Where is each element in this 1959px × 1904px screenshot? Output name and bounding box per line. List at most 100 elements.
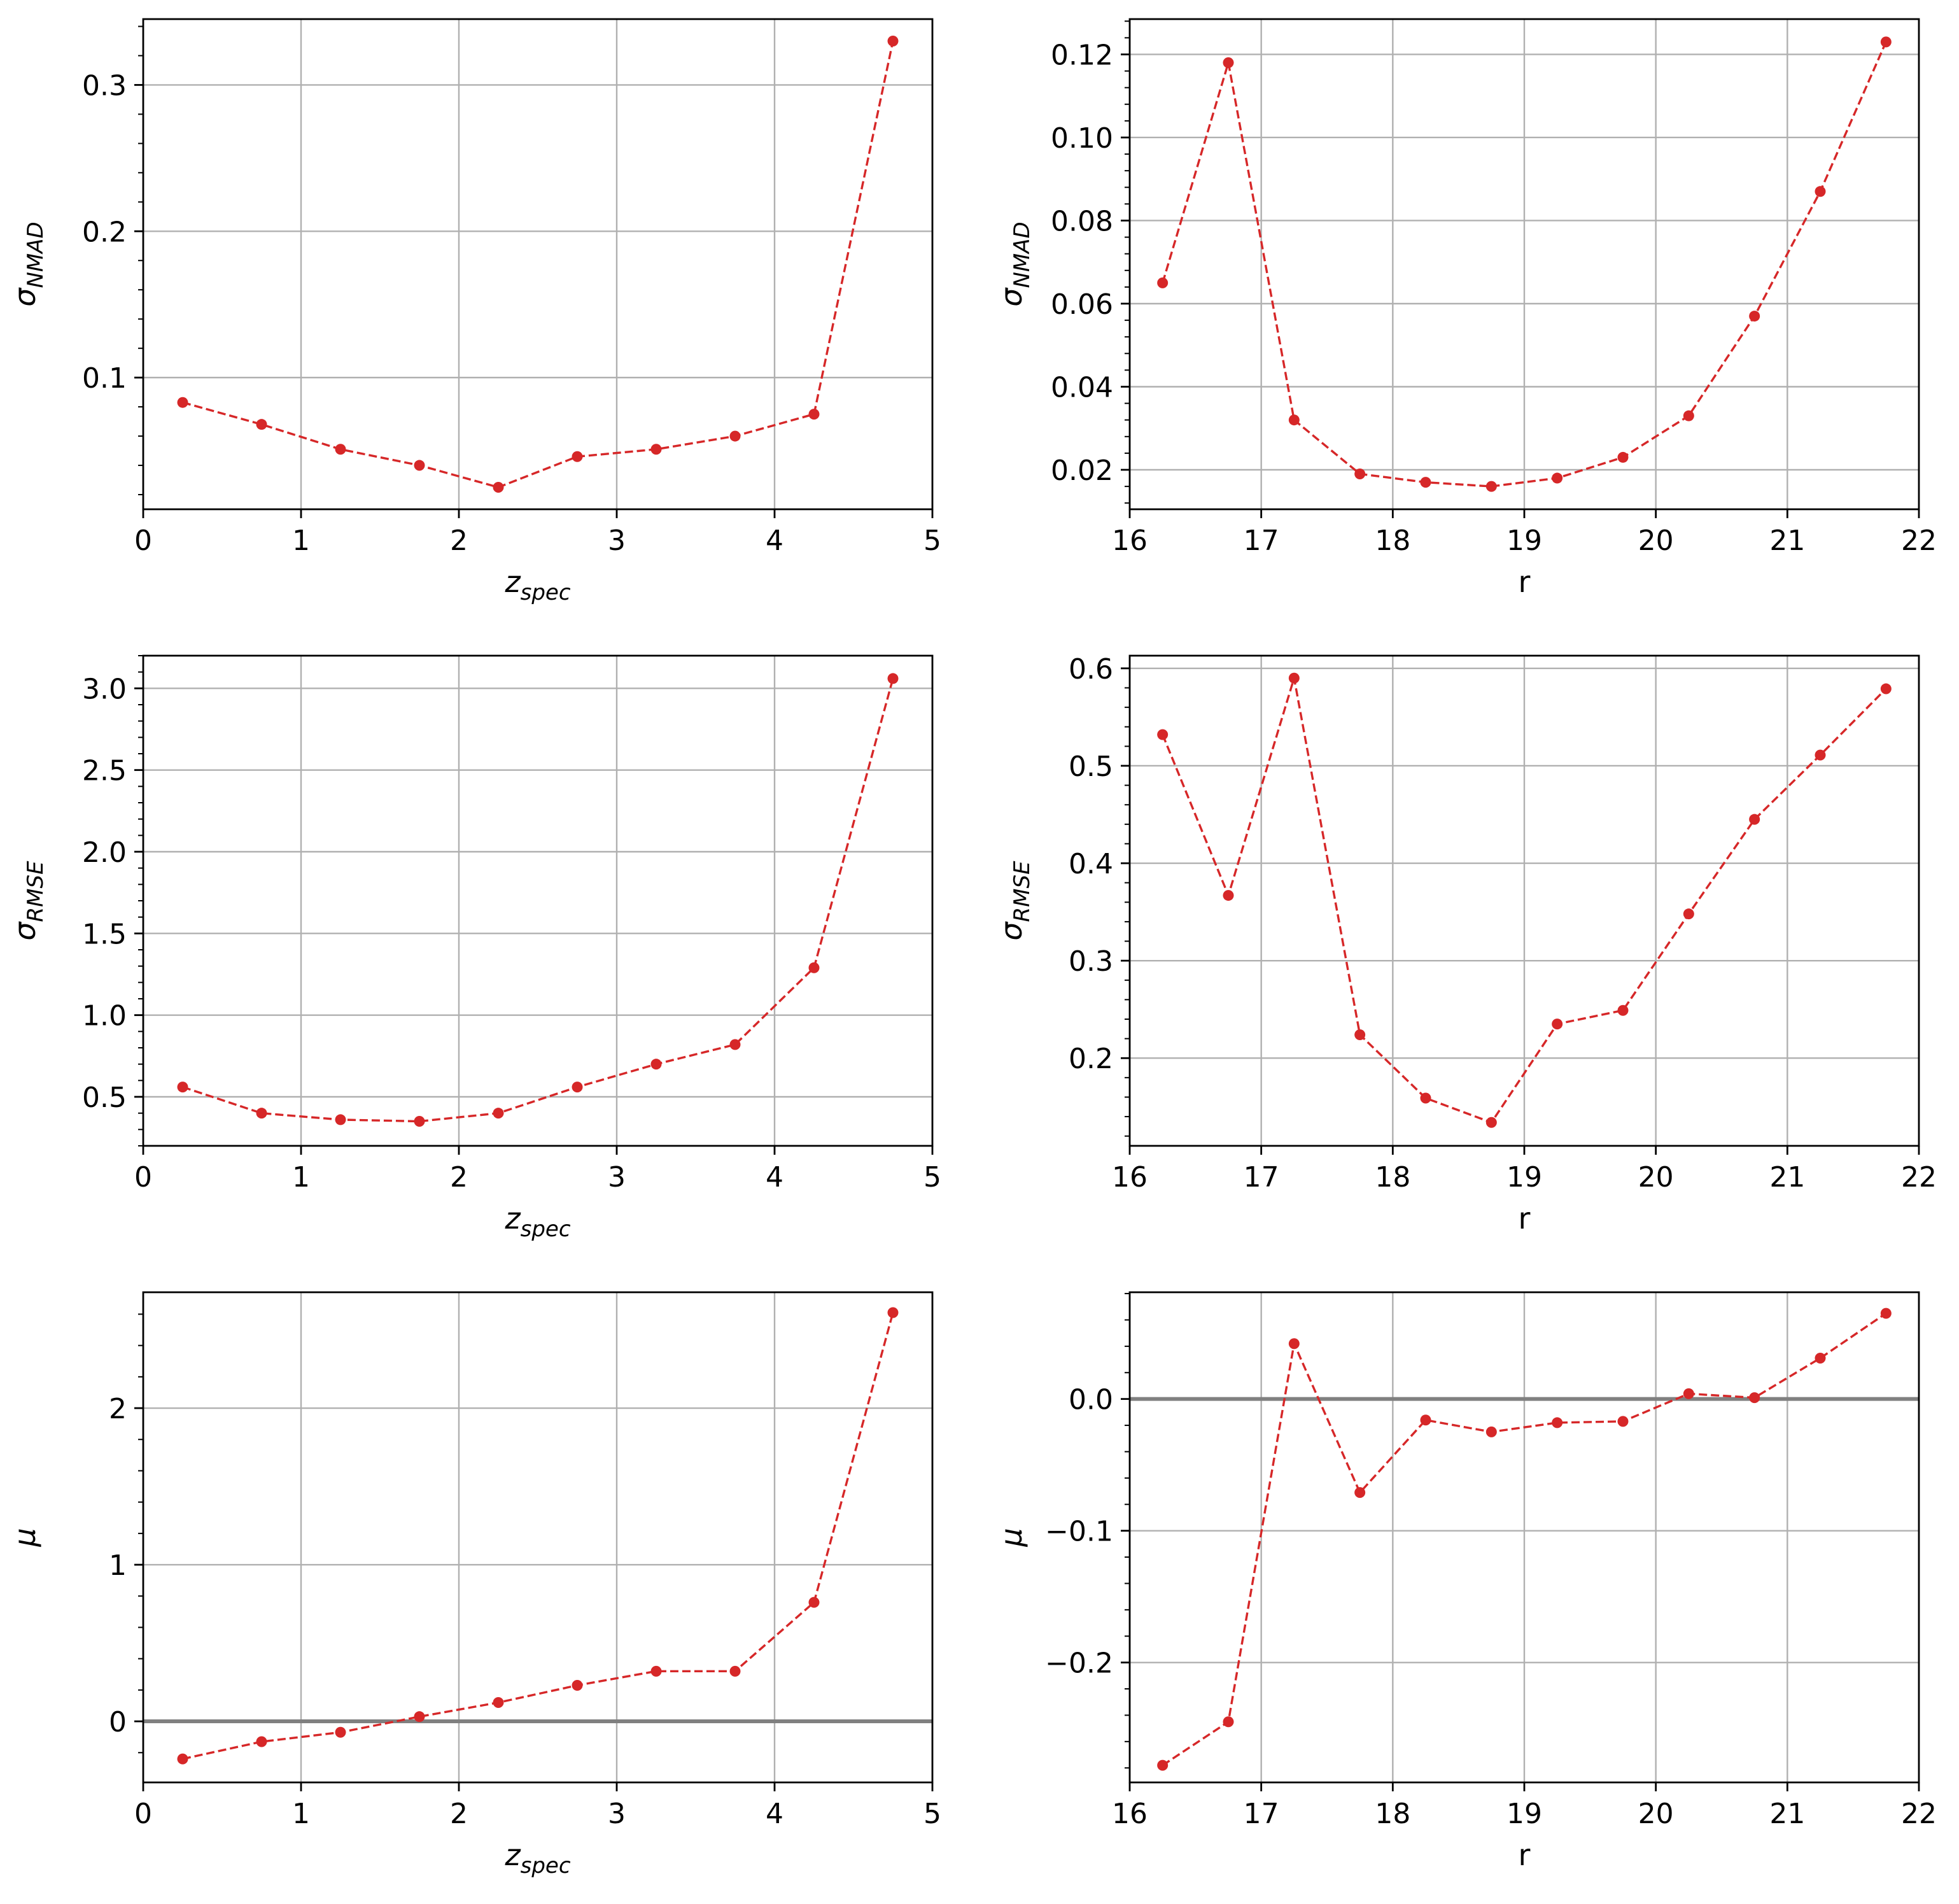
data-point xyxy=(1683,908,1694,920)
data-point xyxy=(1354,469,1366,480)
data-point xyxy=(335,444,346,455)
x-tick-label: 20 xyxy=(1638,1161,1674,1194)
y-axis-title: μ xyxy=(994,1528,1029,1547)
y-axis-title: σNMAD xyxy=(994,222,1035,306)
data-point xyxy=(887,673,899,684)
x-tick-label: 2 xyxy=(450,1798,468,1830)
y-tick-label: 0 xyxy=(109,1706,127,1738)
y-tick-label: 0.5 xyxy=(82,1082,127,1114)
data-point xyxy=(572,1082,583,1093)
x-tick-label: 22 xyxy=(1901,525,1937,557)
x-tick-label: 3 xyxy=(608,1161,626,1194)
data-point xyxy=(1749,311,1760,322)
data-point xyxy=(177,1082,188,1093)
x-tick-label: 18 xyxy=(1375,1798,1410,1830)
data-point xyxy=(1223,1716,1234,1728)
y-tick-label: 0.06 xyxy=(1051,288,1113,321)
data-point xyxy=(1683,1388,1694,1399)
data-point xyxy=(256,1736,267,1747)
y-tick-label: −0.2 xyxy=(1045,1647,1113,1680)
data-point xyxy=(335,1726,346,1738)
data-point xyxy=(1552,1417,1563,1428)
y-tick-label: 0.12 xyxy=(1051,39,1113,71)
data-point xyxy=(808,1597,820,1608)
axes-frame xyxy=(142,1291,934,1784)
data-point xyxy=(1223,890,1234,901)
x-tick-label: 2 xyxy=(450,525,468,557)
series-line xyxy=(182,678,894,1123)
series-line xyxy=(1162,41,1887,488)
y-tick-label: 0.6 xyxy=(1069,653,1113,686)
x-tick-label: 22 xyxy=(1901,1161,1937,1194)
x-tick-label: 22 xyxy=(1901,1798,1937,1830)
data-point xyxy=(493,1108,504,1119)
x-tick-label: 16 xyxy=(1112,1798,1148,1830)
data-point xyxy=(650,1665,662,1677)
data-point xyxy=(808,409,820,420)
x-tick-label: 5 xyxy=(923,525,941,557)
x-tick-label: 0 xyxy=(134,1798,152,1830)
data-point xyxy=(729,1039,741,1050)
x-tick-label: 3 xyxy=(608,525,626,557)
data-point xyxy=(1749,1392,1760,1404)
y-tick-label: 2.0 xyxy=(82,836,127,869)
y-tick-label: 0.08 xyxy=(1051,205,1113,237)
y-tick-label: 0.3 xyxy=(82,69,127,102)
data-point xyxy=(1880,1308,1892,1319)
x-tick-label: 19 xyxy=(1506,525,1542,557)
series-line xyxy=(1162,677,1887,1124)
x-axis-title: zspec xyxy=(504,565,570,605)
data-point xyxy=(729,430,741,442)
data-point xyxy=(887,1307,899,1318)
panel-3: 0 1 2 3 4 5 0.5 1.0 1.5 2.0 2.5 3.0 zspec σRMSE xyxy=(8,654,941,1242)
data-point xyxy=(414,1116,425,1127)
series-line xyxy=(1162,1312,1887,1766)
data-point xyxy=(1354,1487,1366,1499)
panel-1: 0 1 2 3 4 5 0.1 0.2 0.3 zspec σNMAD xyxy=(8,18,941,605)
x-axis-title: r xyxy=(1519,565,1531,599)
x-tick-label: 5 xyxy=(923,1161,941,1194)
y-tick-label: 2.5 xyxy=(82,755,127,787)
data-point xyxy=(1288,672,1300,684)
axes-frame xyxy=(142,18,934,511)
data-point xyxy=(1880,36,1892,48)
x-tick-label: 3 xyxy=(608,1798,626,1830)
x-tick-label: 2 xyxy=(450,1161,468,1194)
panel-6: 16 17 18 19 20 21 22 −0.2 −0.1 0.0 r μ xyxy=(994,1291,1937,1872)
data-point xyxy=(1749,814,1760,825)
data-point xyxy=(1552,472,1563,484)
data-point xyxy=(572,1679,583,1691)
x-tick-label: 21 xyxy=(1769,1798,1805,1830)
data-point xyxy=(1552,1019,1563,1030)
data-point xyxy=(729,1665,741,1677)
data-point xyxy=(650,1059,662,1070)
data-point xyxy=(1815,186,1826,197)
y-tick-label: 1.5 xyxy=(82,918,127,950)
x-tick-label: 18 xyxy=(1375,525,1410,557)
x-tick-label: 21 xyxy=(1769,525,1805,557)
data-point xyxy=(650,444,662,455)
data-point xyxy=(1223,57,1234,69)
data-point xyxy=(177,1753,188,1765)
data-point xyxy=(1815,1352,1826,1364)
x-tick-label: 1 xyxy=(292,525,310,557)
data-point xyxy=(493,482,504,493)
series-line xyxy=(182,41,894,489)
data-point xyxy=(572,451,583,462)
data-point xyxy=(256,419,267,430)
x-tick-label: 18 xyxy=(1375,1161,1410,1194)
y-tick-label: 0.0 xyxy=(1069,1384,1113,1416)
x-tick-label: 0 xyxy=(134,525,152,557)
x-tick-label: 4 xyxy=(766,1161,783,1194)
data-point xyxy=(177,397,188,408)
panel-2: 16 17 18 19 20 21 22 0.02 0.04 0.06 0.08 0.10 0.12 r σ… xyxy=(994,18,1937,599)
y-tick-label: 0.2 xyxy=(1069,1043,1113,1075)
y-tick-label: 0.4 xyxy=(1069,848,1113,880)
x-tick-label: 20 xyxy=(1638,525,1674,557)
data-point xyxy=(1815,749,1826,761)
x-tick-label: 16 xyxy=(1112,1161,1148,1194)
data-point xyxy=(1354,1029,1366,1040)
data-point xyxy=(1683,410,1694,421)
x-axis-title: r xyxy=(1519,1838,1531,1872)
y-tick-label: 0.3 xyxy=(1069,945,1113,978)
